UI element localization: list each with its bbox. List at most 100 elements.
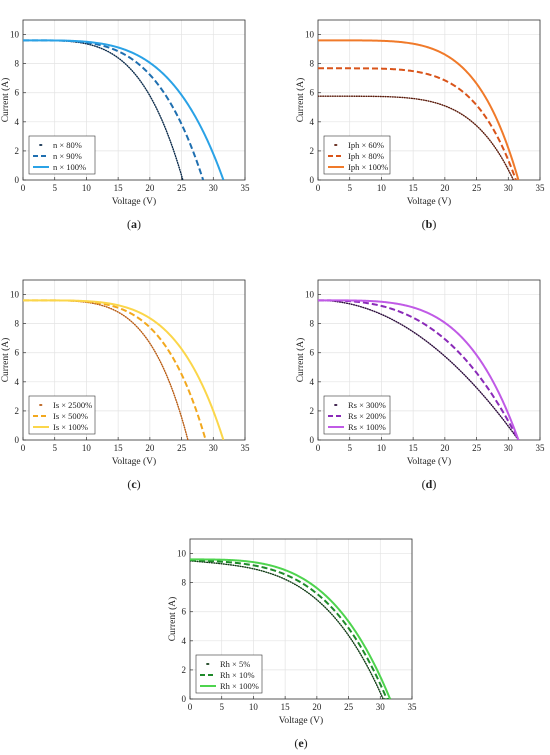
x-tick-label: 10 [377, 183, 387, 193]
x-tick-label: 25 [177, 183, 187, 193]
y-tick-label: 4 [310, 117, 315, 127]
y-tick-label: 8 [310, 59, 315, 69]
legend-label: Rs × 300% [348, 400, 386, 410]
x-axis-label: Voltage (V) [407, 456, 451, 467]
y-tick-label: 6 [15, 88, 20, 98]
y-axis-label: Current (A) [0, 78, 11, 123]
x-tick-label: 35 [241, 183, 251, 193]
panel-label: (b) [422, 217, 437, 231]
x-axis-label: Voltage (V) [407, 196, 451, 207]
panel-label: (e) [294, 736, 307, 750]
y-tick-label: 6 [182, 607, 187, 617]
x-tick-label: 15 [281, 702, 291, 712]
legend-label: Is × 500% [53, 411, 88, 421]
x-axis-label: Voltage (V) [112, 456, 156, 467]
x-tick-label: 0 [316, 443, 321, 453]
legend-label: n × 80% [53, 140, 82, 150]
x-tick-label: 20 [440, 183, 450, 193]
y-axis-label: Current (A) [295, 78, 306, 123]
y-tick-label: 10 [305, 290, 315, 300]
y-tick-label: 0 [310, 435, 315, 445]
chart-panel-b: 0 5 10 15 20 25 30 35 0 2 4 6 8 10 Voltage (V) Current … [295, 19, 545, 231]
x-tick-label: 15 [409, 183, 419, 193]
y-tick-label: 0 [15, 435, 20, 445]
y-tick-label: 8 [182, 578, 187, 588]
y-tick-label: 10 [177, 549, 187, 559]
legend: Iph × 60%Iph × 80%Iph × 100% [323, 135, 391, 175]
x-tick-label: 20 [312, 702, 322, 712]
y-tick-label: 8 [310, 319, 315, 329]
legend: Rh × 5%Rh × 10%Rh × 100% [195, 654, 263, 694]
legend-label: n × 100% [53, 162, 86, 172]
legend: n × 80%n × 90%n × 100% [28, 135, 96, 175]
series-line-2 [318, 299, 520, 440]
x-tick-label: 30 [209, 183, 219, 193]
y-tick-label: 10 [305, 30, 315, 40]
y-axis-label: Current (A) [0, 338, 11, 383]
panel-label: (a) [127, 217, 141, 231]
x-tick-label: 35 [408, 702, 418, 712]
legend-label: Is × 100% [53, 422, 88, 432]
x-tick-label: 30 [376, 702, 386, 712]
x-tick-label: 25 [344, 702, 354, 712]
series-line-2 [190, 559, 391, 699]
legend-label: Rh × 100% [220, 681, 259, 691]
x-tick-label: 35 [241, 443, 251, 453]
y-tick-label: 2 [15, 406, 20, 416]
series-line-3 [23, 39, 225, 180]
series-line-3 [318, 299, 520, 440]
y-axis-label: Current (A) [167, 597, 178, 642]
x-tick-label: 20 [440, 443, 450, 453]
panel-label: (c) [127, 477, 140, 491]
x-tick-label: 30 [209, 443, 219, 453]
legend-label: Iph × 80% [348, 151, 384, 161]
y-tick-label: 4 [310, 377, 315, 387]
y-tick-label: 2 [15, 146, 20, 156]
legend-label: Rh × 5% [220, 659, 250, 669]
y-tick-label: 0 [310, 175, 315, 185]
series-line-3 [190, 558, 392, 699]
legend-label: Iph × 100% [348, 162, 388, 172]
y-tick-label: 6 [310, 88, 315, 98]
legend-label: Rh × 10% [220, 670, 255, 680]
x-tick-label: 15 [409, 443, 419, 453]
legend-label: n × 90% [53, 151, 82, 161]
x-axis-label: Voltage (V) [279, 715, 323, 726]
y-tick-label: 10 [10, 30, 20, 40]
x-tick-label: 15 [114, 443, 124, 453]
x-tick-label: 5 [52, 183, 57, 193]
y-tick-label: 6 [15, 348, 20, 358]
legend-label: Iph × 60% [348, 140, 384, 150]
y-tick-label: 10 [10, 290, 20, 300]
legend: Is × 2500%Is × 500%Is × 100% [28, 395, 96, 435]
legend-label: Is × 2500% [53, 400, 92, 410]
x-tick-label: 0 [21, 443, 26, 453]
x-tick-label: 30 [504, 443, 514, 453]
series-line-1 [318, 95, 515, 180]
y-tick-label: 2 [310, 146, 315, 156]
x-tick-label: 0 [316, 183, 321, 193]
legend-label: Rs × 100% [348, 422, 386, 432]
y-tick-label: 2 [310, 406, 315, 416]
x-tick-label: 10 [82, 443, 92, 453]
axes-frame [22, 19, 246, 181]
series-line-1 [318, 299, 520, 440]
x-tick-label: 5 [347, 183, 352, 193]
x-tick-label: 10 [249, 702, 259, 712]
x-tick-label: 0 [21, 183, 26, 193]
x-tick-label: 15 [114, 183, 124, 193]
axes-frame [317, 19, 541, 181]
chart-panel-d: 0 5 10 15 20 25 30 35 0 2 4 6 8 10 Voltage (V) Current … [295, 279, 545, 491]
legend-label: Rs × 200% [348, 411, 386, 421]
axes-frame [189, 538, 413, 700]
legend: Rs × 300%Rs × 200%Rs × 100% [323, 395, 391, 435]
panel-label: (d) [422, 477, 437, 491]
series-line-3 [318, 39, 520, 180]
chart-panel-e: 0 5 10 15 20 25 30 35 0 2 4 6 8 10 Voltage (V) Current … [167, 538, 418, 750]
x-tick-label: 10 [82, 183, 92, 193]
y-tick-label: 0 [15, 175, 20, 185]
y-tick-label: 2 [182, 665, 187, 675]
y-tick-label: 4 [182, 636, 187, 646]
